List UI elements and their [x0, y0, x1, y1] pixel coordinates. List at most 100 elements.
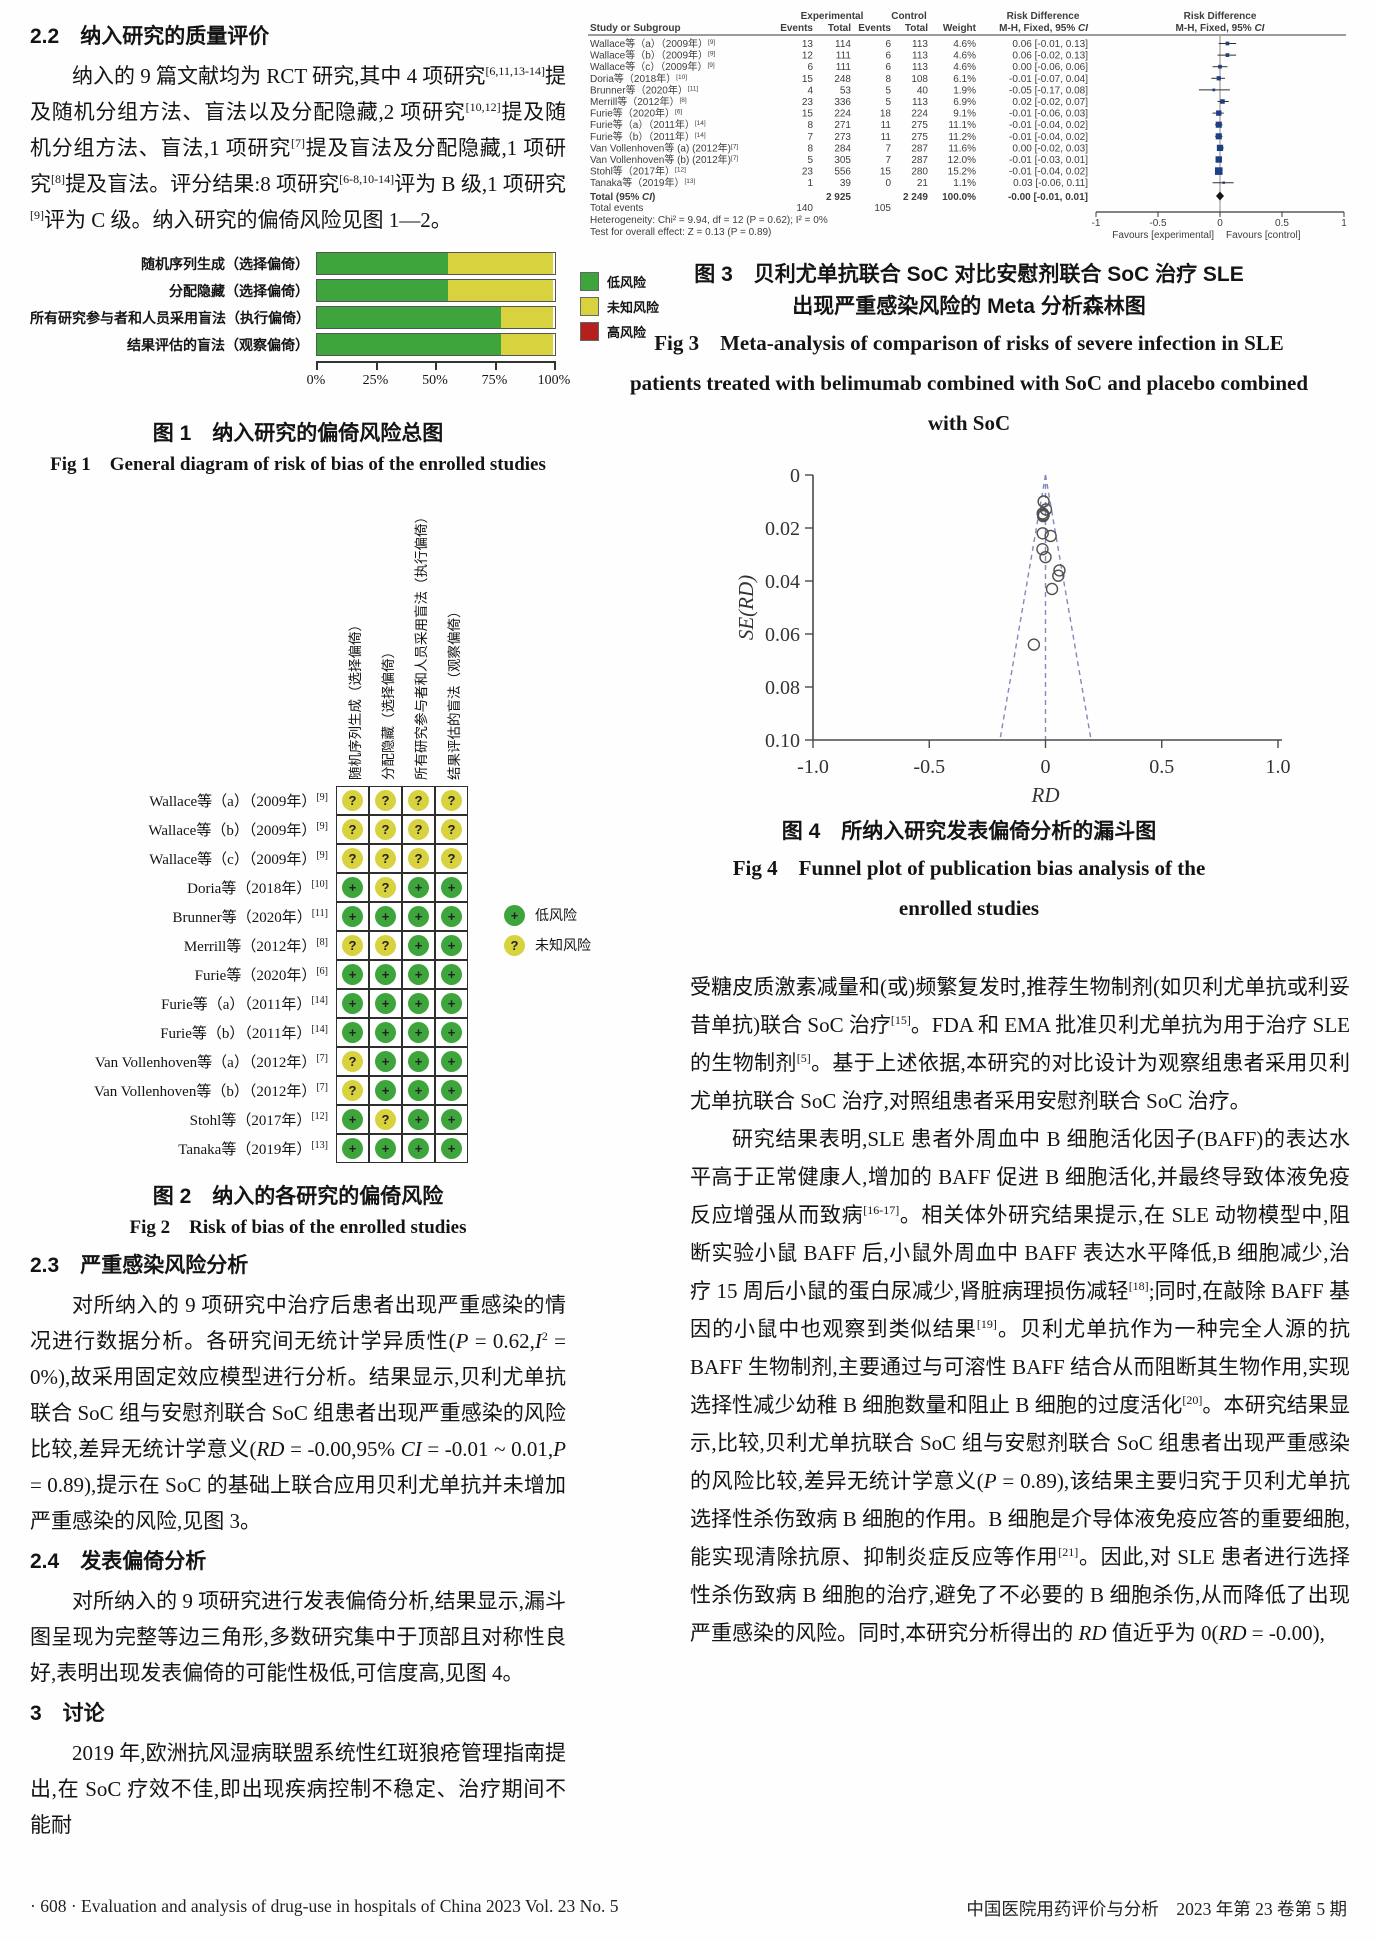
svg-text:Doria等（2018年）[10]: Doria等（2018年）[10] [590, 72, 687, 85]
figure-1-risk-of-bias-summary-chart: 随机序列生成（选择偏倚） 分配隐藏（选择偏倚） 所有研究参与者和人员采用盲法（执行偏… [30, 250, 659, 410]
fig1-legend-swatch [580, 322, 599, 341]
svg-text:11: 11 [881, 132, 892, 143]
fig2-unknown-risk-dot: ? [408, 848, 429, 869]
svg-text:M-H, Fixed, 95% CI: M-H, Fixed, 95% CI [1176, 23, 1265, 34]
svg-text:4.6%: 4.6% [953, 51, 976, 62]
svg-text:1.0: 1.0 [1266, 756, 1291, 778]
fig2-grid-cell: ? [402, 815, 435, 844]
fig2-unknown-risk-dot: ? [342, 819, 363, 840]
svg-text:2 249: 2 249 [903, 192, 928, 203]
fig2-grid-cell: + [402, 1018, 435, 1047]
svg-text:5: 5 [885, 85, 891, 96]
fig1-legend-swatch [580, 297, 599, 316]
svg-text:8: 8 [807, 143, 813, 154]
fig2-grid-cell: + [369, 1134, 402, 1163]
forest-study-row: Wallace等（b）（2009年）[9] 12 111 6 113 4.6% 0.06 [… [590, 49, 1237, 62]
fig2-grid-cell: + [435, 960, 468, 989]
fig2-grid-cell: + [336, 989, 369, 1018]
svg-text:-0.01 [-0.07, 0.04]: -0.01 [-0.07, 0.04] [1009, 74, 1088, 85]
svg-text:0: 0 [885, 178, 891, 189]
svg-text:39: 39 [840, 178, 852, 189]
svg-text:Heterogeneity: Chi² = 9.94, df: Heterogeneity: Chi² = 9.94, df = 12 (P =… [590, 215, 828, 226]
fig2-study-label: Wallace等（c）（2009年）[9] [149, 850, 328, 868]
svg-text:0.06: 0.06 [765, 624, 800, 646]
fig2-grid-cell: + [402, 1076, 435, 1105]
svg-text:5: 5 [885, 97, 891, 108]
svg-text:Furie等（2020年）[6]: Furie等（2020年）[6] [590, 107, 682, 120]
svg-text:12: 12 [802, 51, 814, 62]
fig2-grid-cell: + [336, 902, 369, 931]
svg-text:15: 15 [802, 74, 814, 85]
svg-text:248: 248 [834, 74, 851, 85]
svg-text:Van Vollenhoven等 (b) (2012年)[7: Van Vollenhoven等 (b) (2012年)[7] [590, 153, 738, 166]
svg-text:Merrill等（2012年）[8]: Merrill等（2012年）[8] [590, 95, 687, 108]
footer-right: 中国医院用药评价与分析 2023 年第 23 卷第 5 期 [966, 1899, 1347, 1919]
svg-text:0.08: 0.08 [765, 677, 800, 699]
svg-text:0.00 [-0.06, 0.06]: 0.00 [-0.06, 0.06] [1012, 62, 1088, 73]
svg-text:111: 111 [836, 51, 852, 62]
fig2-low-risk-dot: + [342, 906, 363, 927]
svg-text:7: 7 [807, 132, 813, 143]
fig2-grid-cell: + [435, 1134, 468, 1163]
svg-text:-0.00 [-0.01, 0.01]: -0.00 [-0.01, 0.01] [1008, 192, 1088, 203]
forest-study-row: Doria等（2018年）[10] 15 248 8 108 6.1% -0.01 [-0.… [590, 72, 1225, 85]
svg-text:Van Vollenhoven等 (a) (2012年)[7: Van Vollenhoven等 (a) (2012年)[7] [590, 141, 738, 154]
fig2-grid-cell: ? [369, 844, 402, 873]
fig1-category-label: 随机序列生成（选择偏倚） [141, 255, 309, 272]
svg-text:Test for overall effect: Z = 0: Test for overall effect: Z = 0.13 (P = 0… [590, 227, 771, 238]
funnel-data-point [1052, 569, 1065, 582]
forest-plot-svg: Experimental Control Risk Difference Risk D… [588, 11, 1347, 241]
fig2-grid-cell: ? [369, 815, 402, 844]
left-column: 2.2 纳入研究的质量评价 纳入的 9 篇文献均为 RCT 研究,其中 4 项研… [30, 14, 659, 1843]
fig2-low-risk-dot: + [441, 1080, 462, 1101]
fig2-low-risk-dot: + [342, 1138, 363, 1159]
svg-text:108: 108 [911, 74, 928, 85]
fig1-x-tick [494, 363, 497, 370]
fig2-grid-cell: + [435, 902, 468, 931]
fig2-low-risk-dot: + [441, 1051, 462, 1072]
fig2-unknown-risk-dot: ? [342, 790, 363, 811]
fig2-study-label: Van Vollenhoven等（b）（2012年）[7] [93, 1082, 328, 1100]
figure-2-caption-zh: 图 2 纳入的各研究的偏倚风险 [152, 1185, 444, 1208]
funnel-data-point [1036, 542, 1049, 556]
forest-study-row: Stohl等（2017年）[12] 23 556 15 280 15.2% -0.01 [-… [590, 165, 1223, 178]
fig2-low-risk-dot: + [375, 1051, 396, 1072]
fig2-study-label: Wallace等（a）（2009年）[9] [149, 792, 328, 810]
fig2-unknown-risk-dot: ? [375, 935, 396, 956]
forest-study-row: Furie等（2020年）[6] 15 224 18 224 9.1% -0.01 [-0.… [590, 107, 1224, 120]
fig1-bar-segment [448, 253, 553, 274]
fig1-x-tick-label: 0% [306, 373, 326, 388]
figure-1-caption-en: Fig 1 General diagram of risk of bias of… [50, 454, 546, 475]
page-footer: · 608 · Evaluation and analysis of drug-… [30, 1896, 1347, 1921]
fig2-grid-cell: ? [336, 1047, 369, 1076]
svg-text:6: 6 [885, 62, 891, 73]
svg-text:-1: -1 [1092, 218, 1101, 229]
figure-4-funnel-plot: 0 0.02 0.04 0.06 0.08 0.10 -1.0 -0.5 0 0.5 1.0 SE(R… [588, 447, 1350, 808]
svg-text:336: 336 [834, 97, 851, 108]
svg-text:-1.0: -1.0 [797, 756, 829, 778]
fig2-legend: + 低风险? 未知风险 [504, 904, 591, 965]
svg-text:11.2%: 11.2% [948, 132, 976, 143]
fig2-low-risk-dot: + [375, 993, 396, 1014]
fig1-legend-label: 高风险 [607, 325, 647, 340]
figure-4-caption-zh: 图 4 所纳入研究发表偏倚分析的漏斗图 [781, 820, 1157, 843]
fig2-legend-label: 低风险 [535, 909, 577, 925]
fig2-study-label: Doria等（2018年）[10] [187, 879, 328, 897]
svg-text:6.1%: 6.1% [953, 74, 976, 85]
fig2-low-risk-dot: + [375, 906, 396, 927]
fig2-grid-cell: ? [336, 786, 369, 815]
fig2-grid-cell: + [369, 1047, 402, 1076]
funnel-data-point [1045, 582, 1059, 596]
fig2-low-risk-dot: + [408, 935, 429, 956]
svg-text:9.1%: 9.1% [953, 109, 976, 120]
fig1-category-label: 分配隐藏（选择偏倚） [169, 282, 309, 299]
svg-text:6: 6 [807, 62, 813, 73]
fig2-low-risk-dot: + [342, 1109, 363, 1130]
svg-text:8: 8 [885, 74, 891, 85]
fig1-legend-label: 低风险 [607, 275, 647, 290]
svg-text:0.06 [-0.01, 0.13]: 0.06 [-0.01, 0.13] [1012, 39, 1088, 50]
fig2-grid-cell: ? [435, 844, 468, 873]
svg-text:Risk Difference: Risk Difference [1007, 11, 1080, 22]
fig2-grid-cell: ? [369, 786, 402, 815]
svg-text:-0.01 [-0.04, 0.02]: -0.01 [-0.04, 0.02] [1009, 167, 1088, 178]
